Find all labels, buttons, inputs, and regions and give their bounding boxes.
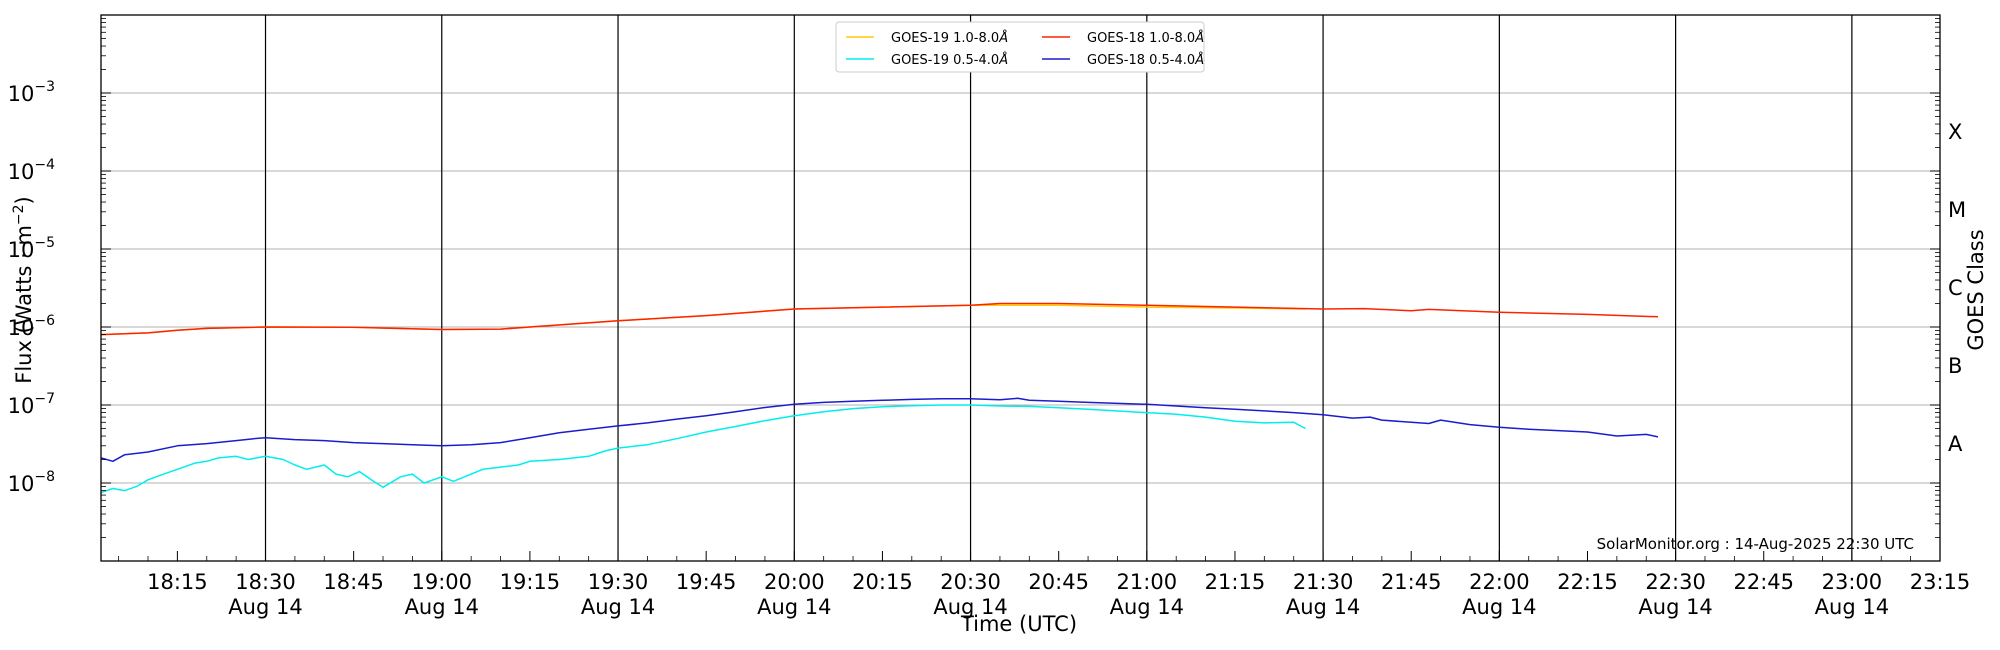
x-tick-date-label: Aug 14 — [581, 595, 655, 619]
x-tick-label: 19:15 — [500, 570, 561, 594]
x-tick-date-label: Aug 14 — [933, 595, 1007, 619]
x-tick-label: 18:15 — [147, 570, 208, 594]
legend-entry-label: GOES-19 0.5-4.0Å — [891, 52, 1008, 68]
y-tick-label: 10−3 — [8, 79, 55, 106]
x-tick-date-label: Aug 14 — [1638, 595, 1712, 619]
y-tick-label-base: 10 — [8, 316, 35, 340]
y-tick-label: 10−8 — [8, 469, 55, 496]
x-tick-date-label: Aug 14 — [405, 595, 479, 619]
x-tick-label: 20:15 — [852, 570, 913, 594]
y-tick-label-base: 10 — [8, 82, 35, 106]
x-tick-label: 23:15 — [1910, 570, 1971, 594]
y-tick-label: 10−5 — [8, 235, 55, 262]
y-tick-label-base: 10 — [8, 160, 35, 184]
x-tick-label: 21:30 — [1293, 570, 1354, 594]
x-tick-label: 21:45 — [1381, 570, 1442, 594]
x-tick-label: 22:00 — [1469, 570, 1530, 594]
x-tick-date-label: Aug 14 — [1110, 595, 1184, 619]
x-tick-label: 22:15 — [1557, 570, 1618, 594]
x-tick-label: 21:00 — [1117, 570, 1178, 594]
x-tick-date-label: Aug 14 — [757, 595, 831, 619]
goes-class-label: A — [1948, 432, 1963, 456]
x-tick-date-label: Aug 14 — [1286, 595, 1360, 619]
y-tick-label: 10−7 — [8, 391, 55, 418]
x-axis-title: Time (UTC) — [960, 612, 1077, 636]
footer-credit: SolarMonitor.org : 14-Aug-2025 22:30 UTC — [1597, 535, 1914, 553]
goes-class-axis-title: GOES Class — [1964, 229, 1988, 350]
legend-entry-label: GOES-18 1.0-8.0Å — [1087, 30, 1204, 46]
series-layer — [100, 302, 1659, 494]
y-tick-label-base: 10 — [8, 394, 35, 418]
x-tick-date-label: Aug 14 — [228, 595, 302, 619]
y-tick-label-exponent: −4 — [34, 157, 55, 173]
y-axis-title-main: Flux (Watts · m — [12, 225, 36, 384]
legend-unit: Å — [998, 30, 1008, 46]
y-axis-title: Flux (Watts · m−2) — [11, 196, 36, 384]
legend-unit: Å — [1194, 52, 1204, 68]
x-tick-label: 18:30 — [235, 570, 296, 594]
grid-layer — [101, 92, 1940, 484]
y-tick-label-exponent: −7 — [34, 391, 55, 407]
x-tick-label: 20:00 — [764, 570, 825, 594]
series-line-4 — [100, 397, 1659, 463]
x-tick-label: 20:45 — [1028, 570, 1089, 594]
y-tick-label-exponent: −5 — [34, 235, 55, 251]
x-tick-date-label: Aug 14 — [1815, 595, 1889, 619]
x-tick-label: 19:45 — [676, 570, 737, 594]
goes-class-label: B — [1948, 354, 1962, 378]
x-tick-label: 23:00 — [1822, 570, 1883, 594]
goes-class-label: X — [1948, 120, 1962, 144]
x-tick-label: 20:30 — [940, 570, 1001, 594]
y-axis-title-close: ) — [12, 196, 36, 204]
legend-entry-label: GOES-18 0.5-4.0Å — [1087, 52, 1204, 68]
y-tick-label-base: 10 — [8, 238, 35, 262]
x-tick-date-label: Aug 14 — [1462, 595, 1536, 619]
x-tick-label: 19:00 — [412, 570, 473, 594]
legend-entry-label: GOES-19 1.0-8.0Å — [891, 30, 1008, 46]
legend: GOES-19 1.0-8.0Å GOES-19 0.5-4.0Å GOES-18 … — [835, 21, 1205, 73]
legend-box — [835, 21, 1205, 73]
y-axis-title-exponent: −2 — [11, 204, 27, 225]
series-line-3 — [100, 404, 1306, 494]
x-tick-label: 19:30 — [588, 570, 649, 594]
y-tick-label-exponent: −8 — [34, 469, 55, 485]
legend-unit: Å — [1194, 30, 1204, 46]
goes-class-label: M — [1948, 198, 1966, 222]
y-tick-label-exponent: −3 — [34, 79, 55, 95]
series-line-1 — [100, 304, 1306, 336]
vertical-time-lines — [264, 15, 1853, 561]
x-tick-label: 18:45 — [323, 570, 384, 594]
legend-unit: Å — [998, 52, 1008, 68]
plot-frame — [100, 14, 1941, 562]
y-tick-label: 10−6 — [8, 313, 55, 340]
y-tick-label: 10−4 — [8, 157, 55, 184]
y-tick-label-exponent: −6 — [34, 313, 55, 329]
x-tick-label: 22:45 — [1733, 570, 1794, 594]
goes-class-label: C — [1948, 276, 1963, 300]
y-tick-label-base: 10 — [8, 472, 35, 496]
x-tick-label: 21:15 — [1205, 570, 1266, 594]
series-line-2 — [100, 302, 1659, 336]
x-tick-label: 22:30 — [1645, 570, 1706, 594]
